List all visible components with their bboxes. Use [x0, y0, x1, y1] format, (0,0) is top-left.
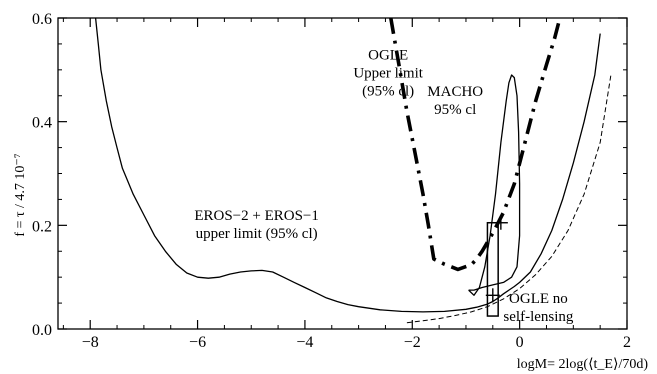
overlay-group	[486, 216, 508, 316]
series-line-1	[96, 18, 601, 312]
x-tick-label: −2	[404, 334, 421, 351]
y-axis-label: f = τ / 4.7 10⁻⁷	[13, 153, 28, 236]
plus-marker	[494, 216, 508, 230]
annotation-line: EROS−2 + EROS−1	[194, 208, 319, 224]
x-tick-label: 0	[516, 334, 524, 351]
x-axis-label: logM= 2log(⟨t_E⟩/70d)	[517, 357, 649, 372]
y-tick-label: 0.6	[32, 11, 52, 28]
annotation-4: OGLE no self-lensing	[503, 291, 573, 325]
y-tick-label: 0.0	[32, 322, 52, 339]
annotation-2: MACHO 95% cl	[427, 84, 483, 118]
annotations: OGLE Upper limit (95% cl) MACHO 95% cl EROS−2…	[194, 47, 574, 325]
y-tick-label: 0.2	[32, 218, 52, 235]
annotation-line: MACHO	[427, 84, 483, 100]
annotation-line: Upper limit	[353, 65, 423, 81]
annotation-line: 95% cl	[434, 102, 476, 118]
annotation-1: OGLE Upper limit (95% cl)	[353, 47, 423, 99]
annotation-line: OGLE	[368, 47, 408, 63]
annotation-line: self-lensing	[503, 309, 573, 325]
series-group	[96, 18, 611, 323]
x-tick-label: 2	[623, 334, 631, 351]
y-tick-label: 0.4	[32, 115, 52, 132]
x-tick-label: −8	[82, 334, 99, 351]
plot-frame	[58, 18, 627, 329]
annotation-3: EROS−2 + EROS−1 upper limit (95% cl)	[194, 208, 319, 242]
annotation-line: OGLE no	[509, 291, 568, 307]
annotation-line: (95% cl)	[362, 83, 414, 99]
x-tick-label: −6	[189, 334, 206, 351]
plot-border	[58, 18, 627, 329]
series-line-3	[391, 18, 560, 269]
annotation-line: upper limit (95% cl)	[196, 226, 318, 242]
x-tick-label: −4	[296, 334, 313, 351]
